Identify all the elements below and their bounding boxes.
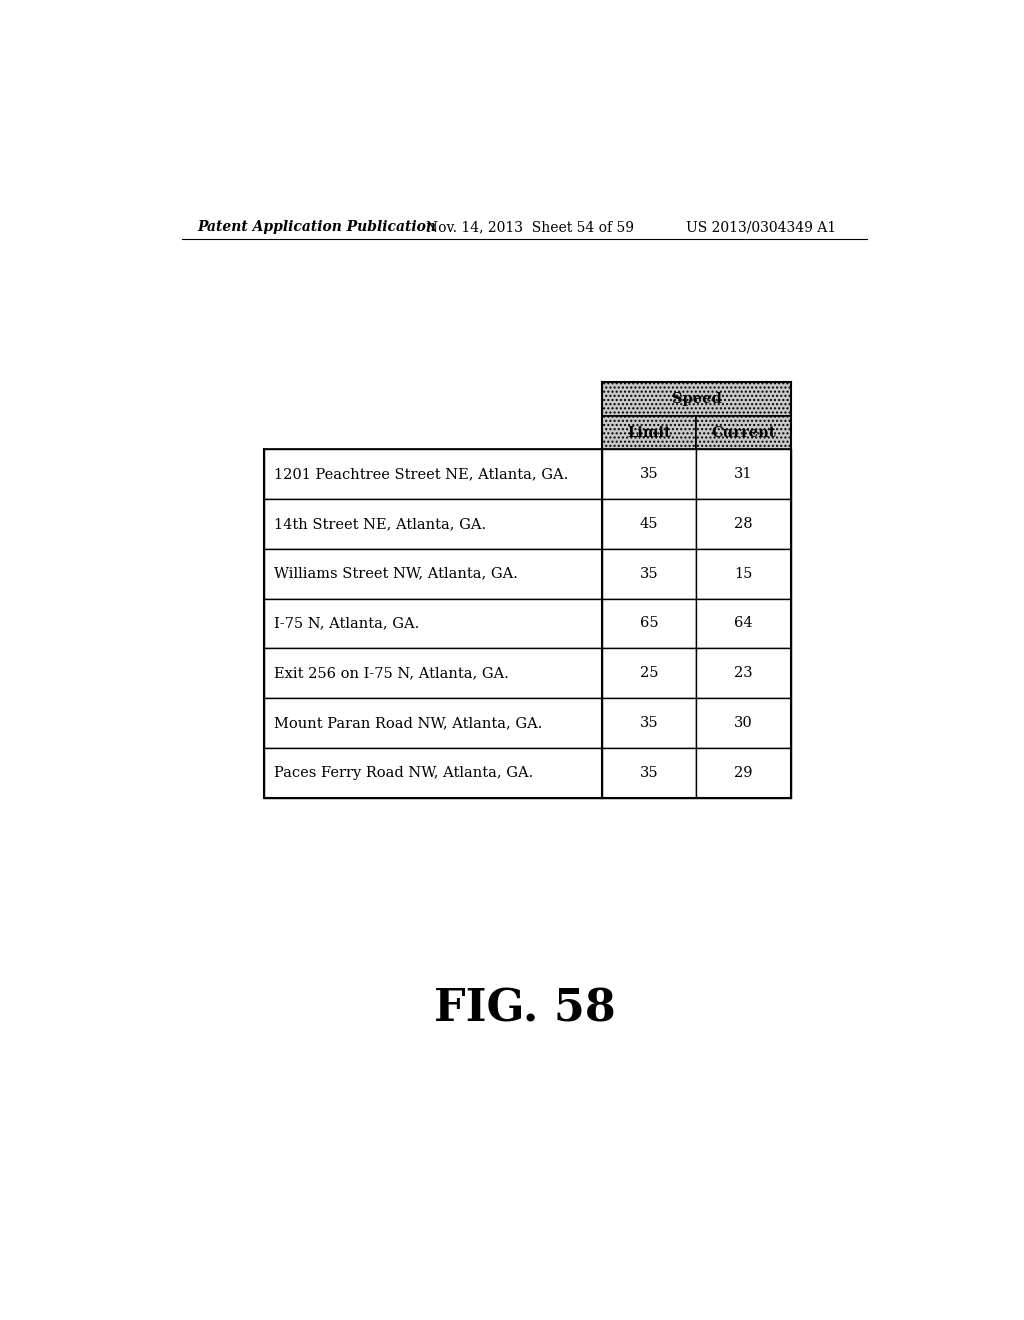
Bar xyxy=(602,549,696,599)
Bar xyxy=(263,747,602,797)
Bar xyxy=(696,499,791,549)
Bar xyxy=(696,449,791,499)
Bar xyxy=(602,383,791,416)
Bar xyxy=(263,549,602,599)
Bar xyxy=(602,416,696,449)
Text: Limit: Limit xyxy=(628,426,671,440)
Bar xyxy=(602,499,696,549)
Text: 14th Street NE, Atlanta, GA.: 14th Street NE, Atlanta, GA. xyxy=(273,517,485,531)
Text: 30: 30 xyxy=(734,715,753,730)
Bar xyxy=(696,416,791,449)
Bar xyxy=(263,449,602,499)
Bar xyxy=(696,598,791,648)
Bar xyxy=(602,449,696,499)
Bar xyxy=(602,698,696,747)
Text: 35: 35 xyxy=(640,467,658,482)
Text: 64: 64 xyxy=(734,616,753,631)
Bar xyxy=(263,499,602,549)
Text: FIG. 58: FIG. 58 xyxy=(434,987,615,1031)
Text: Paces Ferry Road NW, Atlanta, GA.: Paces Ferry Road NW, Atlanta, GA. xyxy=(273,766,532,780)
Text: 35: 35 xyxy=(640,766,658,780)
Text: 23: 23 xyxy=(734,667,753,680)
Text: 28: 28 xyxy=(734,517,753,531)
Bar xyxy=(263,698,602,747)
Bar xyxy=(263,648,602,698)
Text: 25: 25 xyxy=(640,667,658,680)
Text: Nov. 14, 2013  Sheet 54 of 59: Nov. 14, 2013 Sheet 54 of 59 xyxy=(426,220,635,234)
Text: Current: Current xyxy=(711,426,775,440)
Text: 35: 35 xyxy=(640,715,658,730)
Bar xyxy=(602,648,696,698)
Text: 31: 31 xyxy=(734,467,753,482)
Bar xyxy=(696,648,791,698)
Text: Mount Paran Road NW, Atlanta, GA.: Mount Paran Road NW, Atlanta, GA. xyxy=(273,715,542,730)
Text: I-75 N, Atlanta, GA.: I-75 N, Atlanta, GA. xyxy=(273,616,419,631)
Text: Williams Street NW, Atlanta, GA.: Williams Street NW, Atlanta, GA. xyxy=(273,566,517,581)
Bar xyxy=(602,747,696,797)
Text: 1201 Peachtree Street NE, Atlanta, GA.: 1201 Peachtree Street NE, Atlanta, GA. xyxy=(273,467,568,482)
Bar xyxy=(696,549,791,599)
Text: 45: 45 xyxy=(640,517,658,531)
Text: Exit 256 on I-75 N, Atlanta, GA.: Exit 256 on I-75 N, Atlanta, GA. xyxy=(273,667,509,680)
Bar xyxy=(696,747,791,797)
Text: 15: 15 xyxy=(734,566,753,581)
Text: 35: 35 xyxy=(640,566,658,581)
Text: Patent Application Publication: Patent Application Publication xyxy=(198,220,437,234)
Text: US 2013/0304349 A1: US 2013/0304349 A1 xyxy=(686,220,837,234)
Bar xyxy=(696,698,791,747)
Text: Speed: Speed xyxy=(672,392,721,407)
Text: 65: 65 xyxy=(640,616,658,631)
Bar xyxy=(602,598,696,648)
Bar xyxy=(263,598,602,648)
Text: 29: 29 xyxy=(734,766,753,780)
